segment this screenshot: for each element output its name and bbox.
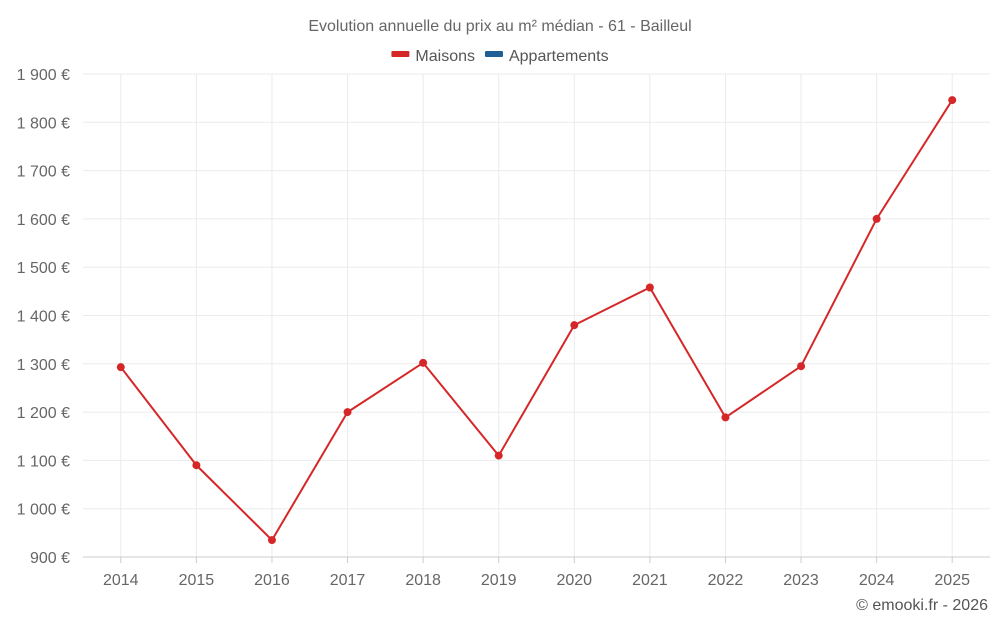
x-tick-label: 2021 — [632, 572, 668, 589]
data-point — [192, 461, 201, 470]
y-tick-label: 1 100 € — [17, 453, 70, 470]
y-tick-label: 1 300 € — [17, 357, 70, 374]
data-point — [948, 96, 957, 105]
chart-title: Evolution annuelle du prix au m² médian … — [308, 18, 691, 35]
y-axis: 900 € 1 000 € 1 100 € 1 200 € 1 300 € 1 400 €… — [17, 67, 70, 567]
x-tick-label: 2022 — [708, 572, 744, 589]
data-point — [645, 283, 654, 292]
series-line-maisons — [119, 99, 954, 542]
data-point — [267, 536, 276, 545]
x-tick-label: 2020 — [556, 572, 592, 589]
x-tick-label: 2017 — [330, 572, 366, 589]
legend-swatch — [484, 51, 503, 57]
data-point — [419, 358, 428, 367]
data-point — [570, 321, 579, 330]
x-axis: 2014 2015 2016 2017 2018 2019 2020 2021 2022 2023… — [83, 556, 990, 589]
y-tick-label: 1 600 € — [17, 212, 70, 229]
x-tick-label: 2015 — [179, 572, 215, 589]
credit-text: © emooki.fr - 2026 — [856, 597, 988, 614]
x-tick-label: 2018 — [405, 572, 441, 589]
data-point — [797, 362, 806, 371]
y-tick-label: 900 € — [30, 550, 70, 567]
x-tick-label: 2025 — [934, 572, 970, 589]
legend-label: Maisons — [415, 48, 475, 65]
x-tick-label: 2014 — [103, 572, 139, 589]
y-tick-label: 1 800 € — [17, 115, 70, 132]
y-tick-label: 1 500 € — [17, 260, 70, 277]
legend-swatch — [391, 51, 410, 57]
grid — [83, 73, 990, 558]
x-tick-label: 2016 — [254, 572, 290, 589]
x-tick-label: 2023 — [783, 572, 819, 589]
data-point — [494, 451, 503, 460]
y-tick-label: 1 900 € — [17, 67, 70, 84]
x-tick-label: 2019 — [481, 572, 517, 589]
data-point — [721, 413, 730, 422]
legend-label: Appartements — [509, 48, 609, 65]
y-tick-label: 1 400 € — [17, 309, 70, 326]
y-tick-label: 1 700 € — [17, 164, 70, 181]
y-tick-label: 1 000 € — [17, 502, 70, 519]
data-point — [343, 408, 352, 417]
x-tick-label: 2024 — [859, 572, 895, 589]
series-layer — [116, 96, 957, 545]
y-tick-label: 1 200 € — [17, 405, 70, 422]
data-point — [116, 363, 125, 372]
data-point — [872, 214, 881, 223]
legend: Maisons Appartements — [391, 48, 609, 65]
